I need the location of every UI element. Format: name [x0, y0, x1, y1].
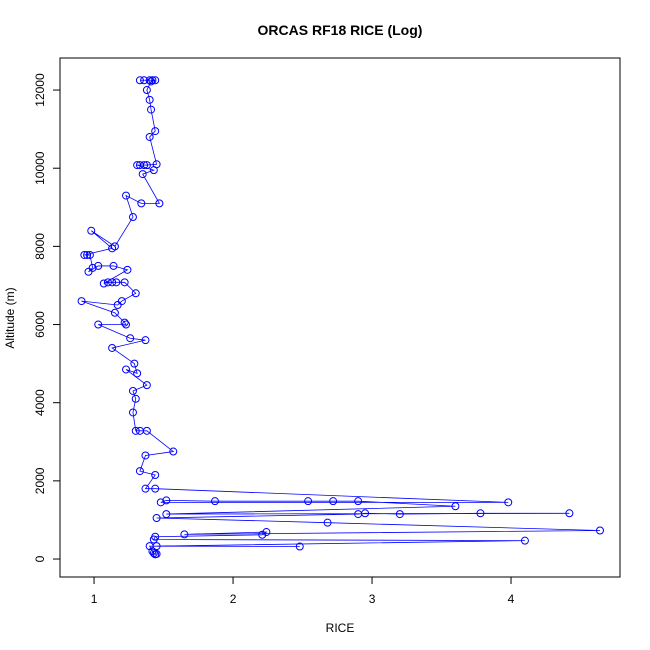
point [323, 518, 332, 527]
point [295, 542, 304, 551]
point [141, 484, 150, 493]
point [142, 86, 151, 95]
point [112, 278, 121, 287]
point [87, 226, 96, 235]
y-tick-label: 10000 [33, 151, 47, 185]
y-tick-label: 6000 [33, 311, 47, 338]
point [147, 77, 156, 86]
point [142, 426, 151, 435]
point [148, 76, 157, 85]
point [145, 76, 154, 85]
point [162, 496, 171, 505]
point [131, 394, 140, 403]
point [151, 484, 160, 493]
point [126, 334, 135, 343]
point [77, 297, 86, 306]
x-tick-label: 3 [369, 592, 376, 606]
x-tick-label: 4 [508, 592, 515, 606]
point [142, 381, 151, 390]
point [113, 300, 122, 309]
point [123, 265, 132, 274]
point [520, 536, 529, 545]
point [99, 279, 108, 288]
point [130, 359, 139, 368]
point [504, 498, 513, 507]
point [262, 528, 271, 537]
point [128, 213, 137, 222]
y-tick-label: 8000 [33, 233, 47, 260]
y-tick-label: 4000 [33, 389, 47, 416]
point [451, 502, 460, 511]
point [85, 250, 94, 259]
point [133, 161, 142, 170]
point [131, 426, 140, 435]
point [210, 497, 219, 506]
point [395, 510, 404, 519]
point [120, 278, 129, 287]
point [162, 510, 171, 519]
point [84, 267, 93, 276]
y-tick-label: 12000 [33, 73, 47, 107]
point [151, 76, 160, 85]
point [595, 526, 604, 535]
point [151, 470, 160, 479]
point [149, 535, 158, 544]
point [109, 261, 118, 270]
series-line [81, 79, 600, 555]
point [80, 250, 89, 259]
point [120, 318, 129, 327]
y-tick-label: 2000 [33, 467, 47, 494]
point [122, 365, 131, 374]
point [133, 369, 142, 378]
point [169, 447, 178, 456]
point [122, 320, 131, 329]
point [152, 549, 161, 558]
point [135, 467, 144, 476]
point [329, 497, 338, 506]
point [135, 161, 144, 170]
point [258, 530, 267, 539]
chart-title: ORCAS RF18 RICE (Log) [258, 22, 423, 38]
point [135, 76, 144, 85]
point [147, 105, 156, 114]
point [141, 336, 150, 345]
point [152, 513, 161, 522]
point [103, 278, 112, 287]
point [141, 451, 150, 460]
point [122, 191, 131, 200]
point [131, 289, 140, 298]
point [137, 199, 146, 208]
point [94, 261, 103, 270]
point [108, 244, 117, 253]
point [128, 386, 137, 395]
point [565, 509, 574, 518]
point [354, 497, 363, 506]
point [476, 509, 485, 518]
point [156, 498, 165, 507]
point [94, 320, 103, 329]
point [180, 530, 189, 539]
point [145, 132, 154, 141]
plot-frame [59, 57, 621, 578]
point [110, 308, 119, 317]
point [108, 278, 117, 287]
point [155, 199, 164, 208]
x-tick-label: 2 [230, 592, 237, 606]
x-axis-label: RICE [326, 621, 355, 635]
x-tick-label: 1 [91, 592, 98, 606]
point [83, 250, 92, 259]
point [128, 408, 137, 417]
y-axis-label: Altitude (m) [3, 287, 17, 348]
point [145, 95, 154, 104]
point [354, 510, 363, 519]
y-tick-label: 0 [33, 555, 47, 562]
point [304, 497, 313, 506]
point [138, 170, 147, 179]
point [108, 343, 117, 352]
point [149, 166, 158, 175]
point [151, 127, 160, 136]
